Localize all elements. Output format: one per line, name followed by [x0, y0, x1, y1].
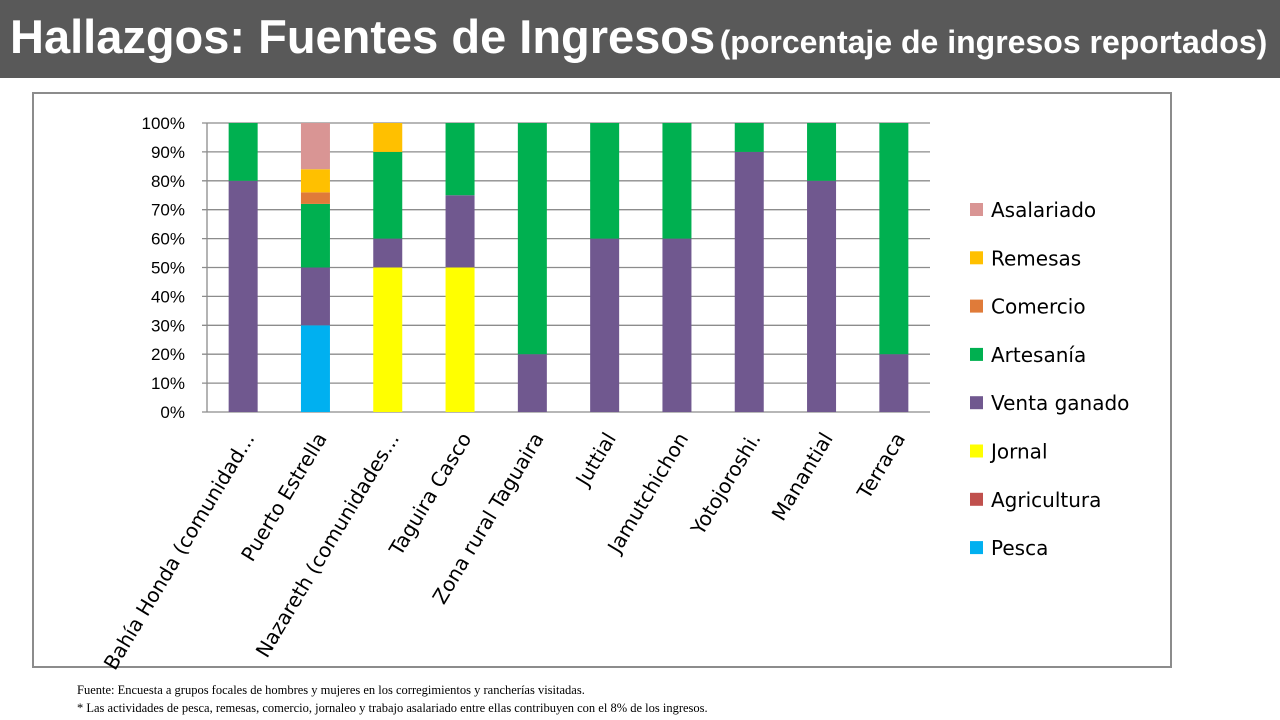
y-tick-label: 50% — [151, 259, 185, 278]
bar-segment-pesca — [300, 325, 330, 412]
bar-segment-comercio — [300, 192, 330, 204]
bar-segment-artesanía — [590, 123, 620, 239]
y-tick-label: 20% — [151, 345, 185, 364]
legend-swatch — [970, 347, 983, 361]
bar-segment-venta-ganado — [228, 180, 258, 412]
bar-segment-artesanía — [879, 123, 909, 355]
bar-segment-venta-ganado — [445, 195, 475, 268]
legend-swatch — [970, 251, 983, 265]
bar-segment-asalariado — [300, 123, 330, 170]
bar-segment-artesanía — [445, 123, 475, 196]
bar-segment-artesanía — [300, 203, 330, 268]
y-tick-label: 90% — [151, 143, 185, 162]
y-tick-label: 40% — [151, 287, 185, 306]
legend-label: Venta ganado — [991, 391, 1129, 415]
legend-label: Jornal — [989, 440, 1048, 464]
y-tick-label: 80% — [151, 172, 185, 191]
legend-swatch — [970, 299, 983, 313]
y-tick-label: 0% — [160, 403, 185, 422]
title-subtitle: (porcentaje de ingresos reportados) — [719, 24, 1268, 60]
x-tick-label: Nazareth (comunidades... — [251, 428, 404, 661]
footnote-note: * Las actividades de pesca, remesas, com… — [77, 701, 708, 715]
legend-swatch — [970, 203, 983, 216]
x-tick-label: Terraca — [852, 428, 911, 504]
legend-label: Remesas — [991, 246, 1081, 270]
legend-swatch — [970, 492, 983, 506]
x-tick-label: Manantial — [767, 428, 838, 525]
title-main: Hallazgos: Fuentes de Ingresos — [10, 10, 716, 63]
bar-segment-venta-ganado — [879, 354, 909, 412]
bar-segment-venta-ganado — [590, 238, 620, 412]
title-bar: Hallazgos: Fuentes de Ingresos (porcenta… — [0, 0, 1280, 78]
legend-swatch — [970, 396, 983, 410]
bar-segment-jornal — [445, 267, 475, 412]
legend-swatch — [970, 444, 983, 458]
bar-segment-jornal — [373, 267, 403, 412]
bar-segment-venta-ganado — [662, 238, 692, 412]
bar-segment-artesanía — [734, 123, 764, 152]
legend-label: Agricultura — [991, 488, 1101, 512]
bar-segment-venta-ganado — [807, 180, 837, 412]
legend-label: Asalariado — [991, 198, 1096, 222]
bar-segment-venta-ganado — [300, 267, 330, 326]
bar-segment-venta-ganado — [734, 151, 764, 412]
bar-segment-remesas — [373, 123, 403, 152]
page-title: Hallazgos: Fuentes de Ingresos (porcenta… — [10, 6, 1270, 78]
legend-swatch — [970, 541, 983, 555]
y-tick-label: 30% — [151, 316, 185, 335]
legend-label: Pesca — [991, 536, 1048, 560]
legend-label: Comercio — [991, 295, 1086, 319]
x-tick-label: Juttial — [570, 428, 621, 491]
bar-segment-artesanía — [807, 123, 837, 181]
bar-segment-artesanía — [517, 123, 547, 355]
y-tick-label: 70% — [151, 201, 185, 220]
x-tick-label: Yotojoroshi. — [685, 428, 765, 540]
bar-segment-venta-ganado — [517, 354, 547, 412]
bar-segment-artesanía — [373, 151, 403, 239]
x-tick-label: Bahía Honda (comunidad... — [99, 428, 260, 674]
bar-segment-artesanía — [662, 123, 692, 239]
y-tick-label: 100% — [142, 114, 185, 133]
y-tick-label: 10% — [151, 374, 185, 393]
bar-segment-artesanía — [228, 123, 258, 181]
bar-segment-remesas — [300, 169, 330, 193]
legend-label: Artesanía — [991, 343, 1086, 367]
bar-segment-venta-ganado — [373, 238, 403, 268]
footnote-source: Fuente: Encuesta a grupos focales de hom… — [77, 683, 585, 697]
y-tick-label: 60% — [151, 230, 185, 249]
